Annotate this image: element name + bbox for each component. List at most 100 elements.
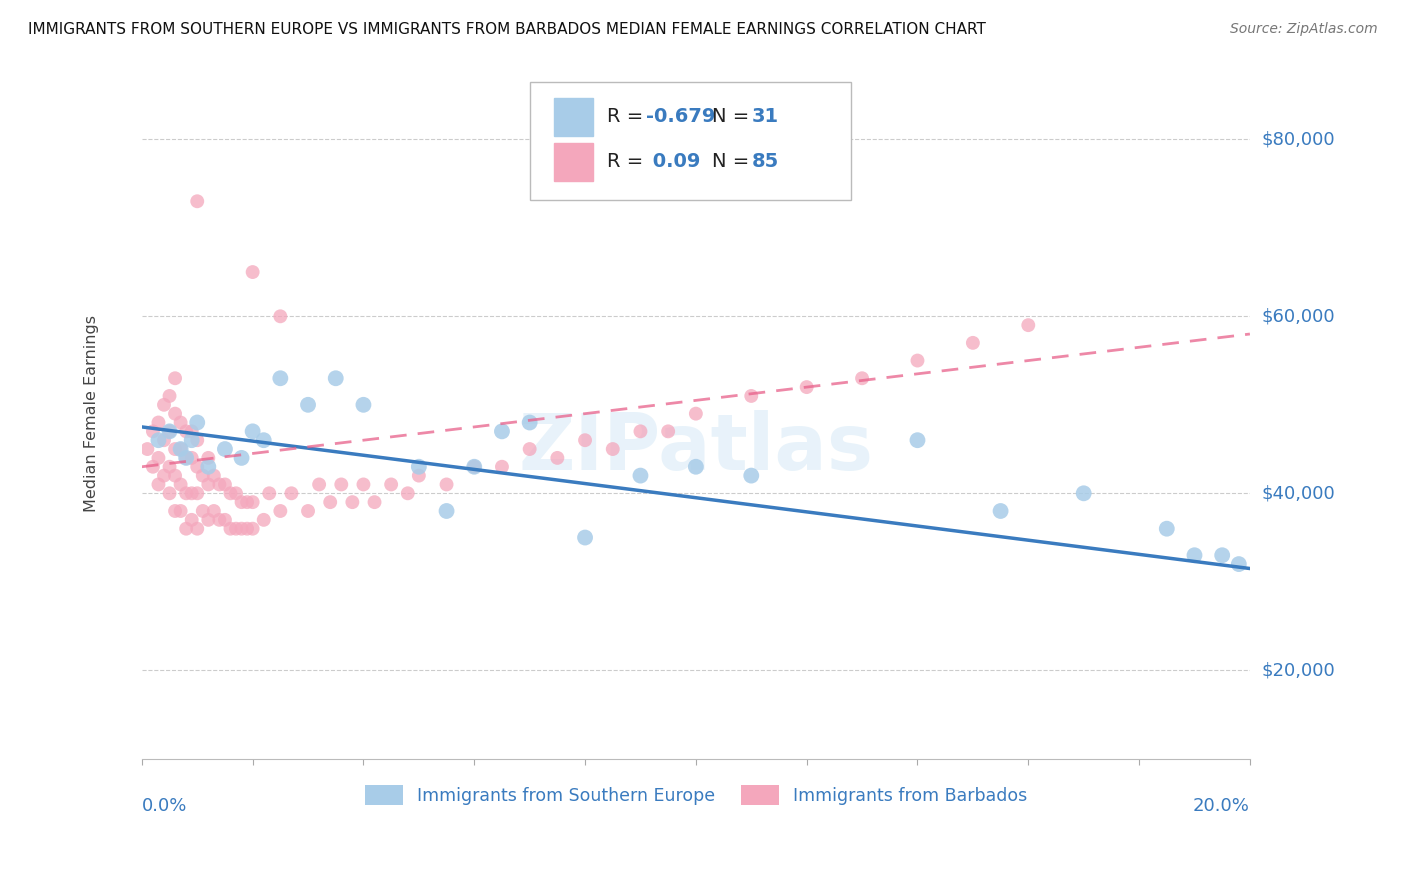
Point	[259, 486, 281, 500]
Point	[242, 265, 264, 279]
Point	[408, 468, 430, 483]
Point	[1073, 486, 1095, 500]
Point	[148, 450, 170, 465]
Point	[169, 504, 191, 518]
Point	[740, 389, 762, 403]
Point	[907, 433, 929, 447]
Point	[231, 495, 253, 509]
Point	[214, 442, 236, 456]
Text: $60,000: $60,000	[1261, 308, 1334, 326]
Point	[342, 495, 364, 509]
Point	[202, 468, 225, 483]
Point	[180, 425, 202, 439]
Point	[186, 522, 208, 536]
Point	[408, 459, 430, 474]
Point	[574, 531, 596, 545]
Point	[330, 477, 353, 491]
Point	[169, 442, 191, 456]
FancyBboxPatch shape	[530, 82, 851, 200]
Point	[180, 433, 202, 447]
Point	[574, 433, 596, 447]
Point	[159, 389, 181, 403]
Point	[214, 477, 236, 491]
Point	[907, 353, 929, 368]
Point	[1227, 557, 1250, 571]
Point	[242, 425, 264, 439]
Legend: Immigrants from Southern Europe, Immigrants from Barbados: Immigrants from Southern Europe, Immigra…	[357, 779, 1033, 813]
Point	[685, 407, 707, 421]
Point	[236, 522, 259, 536]
Point	[519, 442, 541, 456]
Point	[253, 433, 276, 447]
Point	[463, 459, 485, 474]
Point	[253, 513, 276, 527]
Point	[685, 459, 707, 474]
Point	[153, 433, 176, 447]
Point	[242, 522, 264, 536]
Point	[269, 310, 291, 324]
Point	[308, 477, 330, 491]
Point	[380, 477, 402, 491]
Point	[962, 335, 984, 350]
Point	[297, 504, 319, 518]
Point	[363, 495, 385, 509]
Point	[436, 477, 458, 491]
Text: $40,000: $40,000	[1261, 484, 1334, 502]
Point	[214, 513, 236, 527]
Point	[153, 468, 176, 483]
Point	[463, 459, 485, 474]
Point	[851, 371, 873, 385]
Point	[165, 442, 187, 456]
Text: IMMIGRANTS FROM SOUTHERN EUROPE VS IMMIGRANTS FROM BARBADOS MEDIAN FEMALE EARNIN: IMMIGRANTS FROM SOUTHERN EUROPE VS IMMIG…	[28, 22, 986, 37]
Point	[159, 425, 181, 439]
Point	[159, 486, 181, 500]
Point	[236, 495, 259, 509]
Point	[191, 468, 214, 483]
Point	[186, 459, 208, 474]
Point	[153, 398, 176, 412]
Point	[231, 522, 253, 536]
Point	[219, 486, 242, 500]
Text: R =: R =	[607, 153, 650, 171]
Point	[174, 450, 197, 465]
Text: 0.09: 0.09	[645, 153, 700, 171]
Point	[180, 450, 202, 465]
Point	[1184, 548, 1206, 562]
Point	[208, 513, 231, 527]
Point	[180, 513, 202, 527]
Point	[197, 459, 219, 474]
Point	[990, 504, 1012, 518]
Point	[602, 442, 624, 456]
Point	[197, 477, 219, 491]
Point	[1211, 548, 1233, 562]
Point	[242, 495, 264, 509]
Point	[186, 486, 208, 500]
Point	[136, 442, 159, 456]
Point	[630, 468, 652, 483]
Point	[546, 450, 568, 465]
Point	[197, 513, 219, 527]
Point	[269, 504, 291, 518]
Point	[436, 504, 458, 518]
Text: $80,000: $80,000	[1261, 130, 1334, 148]
Text: Source: ZipAtlas.com: Source: ZipAtlas.com	[1230, 22, 1378, 37]
Point	[208, 477, 231, 491]
Point	[319, 495, 342, 509]
Point	[225, 522, 247, 536]
Point	[231, 450, 253, 465]
Point	[197, 450, 219, 465]
Point	[186, 433, 208, 447]
Point	[174, 450, 197, 465]
Point	[796, 380, 818, 394]
Text: N =: N =	[713, 107, 756, 127]
Text: R =: R =	[607, 107, 650, 127]
Point	[219, 522, 242, 536]
Point	[148, 477, 170, 491]
Point	[280, 486, 302, 500]
Point	[165, 407, 187, 421]
Text: ZIPatlas: ZIPatlas	[519, 410, 873, 486]
Point	[159, 459, 181, 474]
Point	[491, 425, 513, 439]
Point	[186, 416, 208, 430]
Point	[159, 425, 181, 439]
